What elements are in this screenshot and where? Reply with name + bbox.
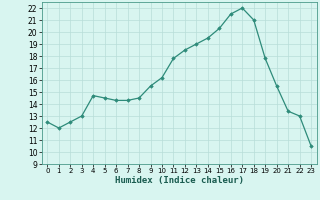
X-axis label: Humidex (Indice chaleur): Humidex (Indice chaleur): [115, 176, 244, 185]
